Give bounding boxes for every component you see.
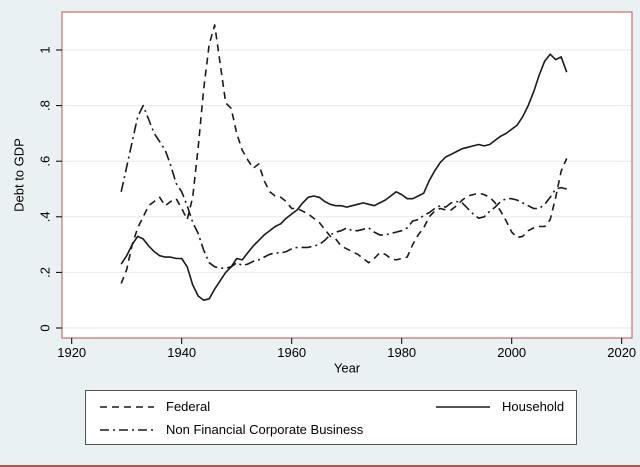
- x-tick-label: 1980: [387, 345, 416, 360]
- y-tick-label: 1: [38, 46, 53, 53]
- y-tick-label: .2: [38, 267, 53, 278]
- plot-region: [62, 12, 632, 338]
- legend-item-household: Household: [435, 399, 564, 415]
- series-line-non-financial-corporate-business: [120, 104, 567, 270]
- legend: Federal Household Non Financial Corporat…: [85, 390, 577, 445]
- legend-item-non-financial-corporate-business: Non Financial Corporate Business: [99, 422, 363, 438]
- x-axis-title: Year: [333, 360, 361, 376]
- corporate-dashdot-line-sample: [100, 429, 154, 431]
- y-axis-title: Debt to GDP: [11, 138, 27, 212]
- y-tick-label: .4: [38, 211, 53, 222]
- legend-label-non-financial-corporate-business: Non Financial Corporate Business: [166, 422, 364, 437]
- federal-dashed-line-sample: [100, 406, 154, 408]
- plot-border: [61, 11, 633, 339]
- x-tick-label: 1960: [277, 345, 306, 360]
- x-tick-label: 1940: [167, 345, 196, 360]
- legend-label-federal: Federal: [166, 399, 211, 414]
- y-tick-label: .8: [38, 100, 53, 111]
- x-tick-label: 1920: [57, 345, 86, 360]
- y-tick-label: 0: [38, 324, 53, 331]
- bottom-edge-border: [0, 465, 640, 467]
- y-tick-label: .6: [38, 156, 53, 167]
- household-solid-line-sample: [436, 406, 490, 408]
- x-tick-label: 2020: [607, 345, 636, 360]
- x-tick-label: 2000: [497, 345, 526, 360]
- series-line-federal: [120, 24, 568, 284]
- legend-item-federal: Federal: [99, 399, 210, 415]
- legend-label-household: Household: [502, 399, 565, 414]
- series-line-household: [120, 53, 568, 302]
